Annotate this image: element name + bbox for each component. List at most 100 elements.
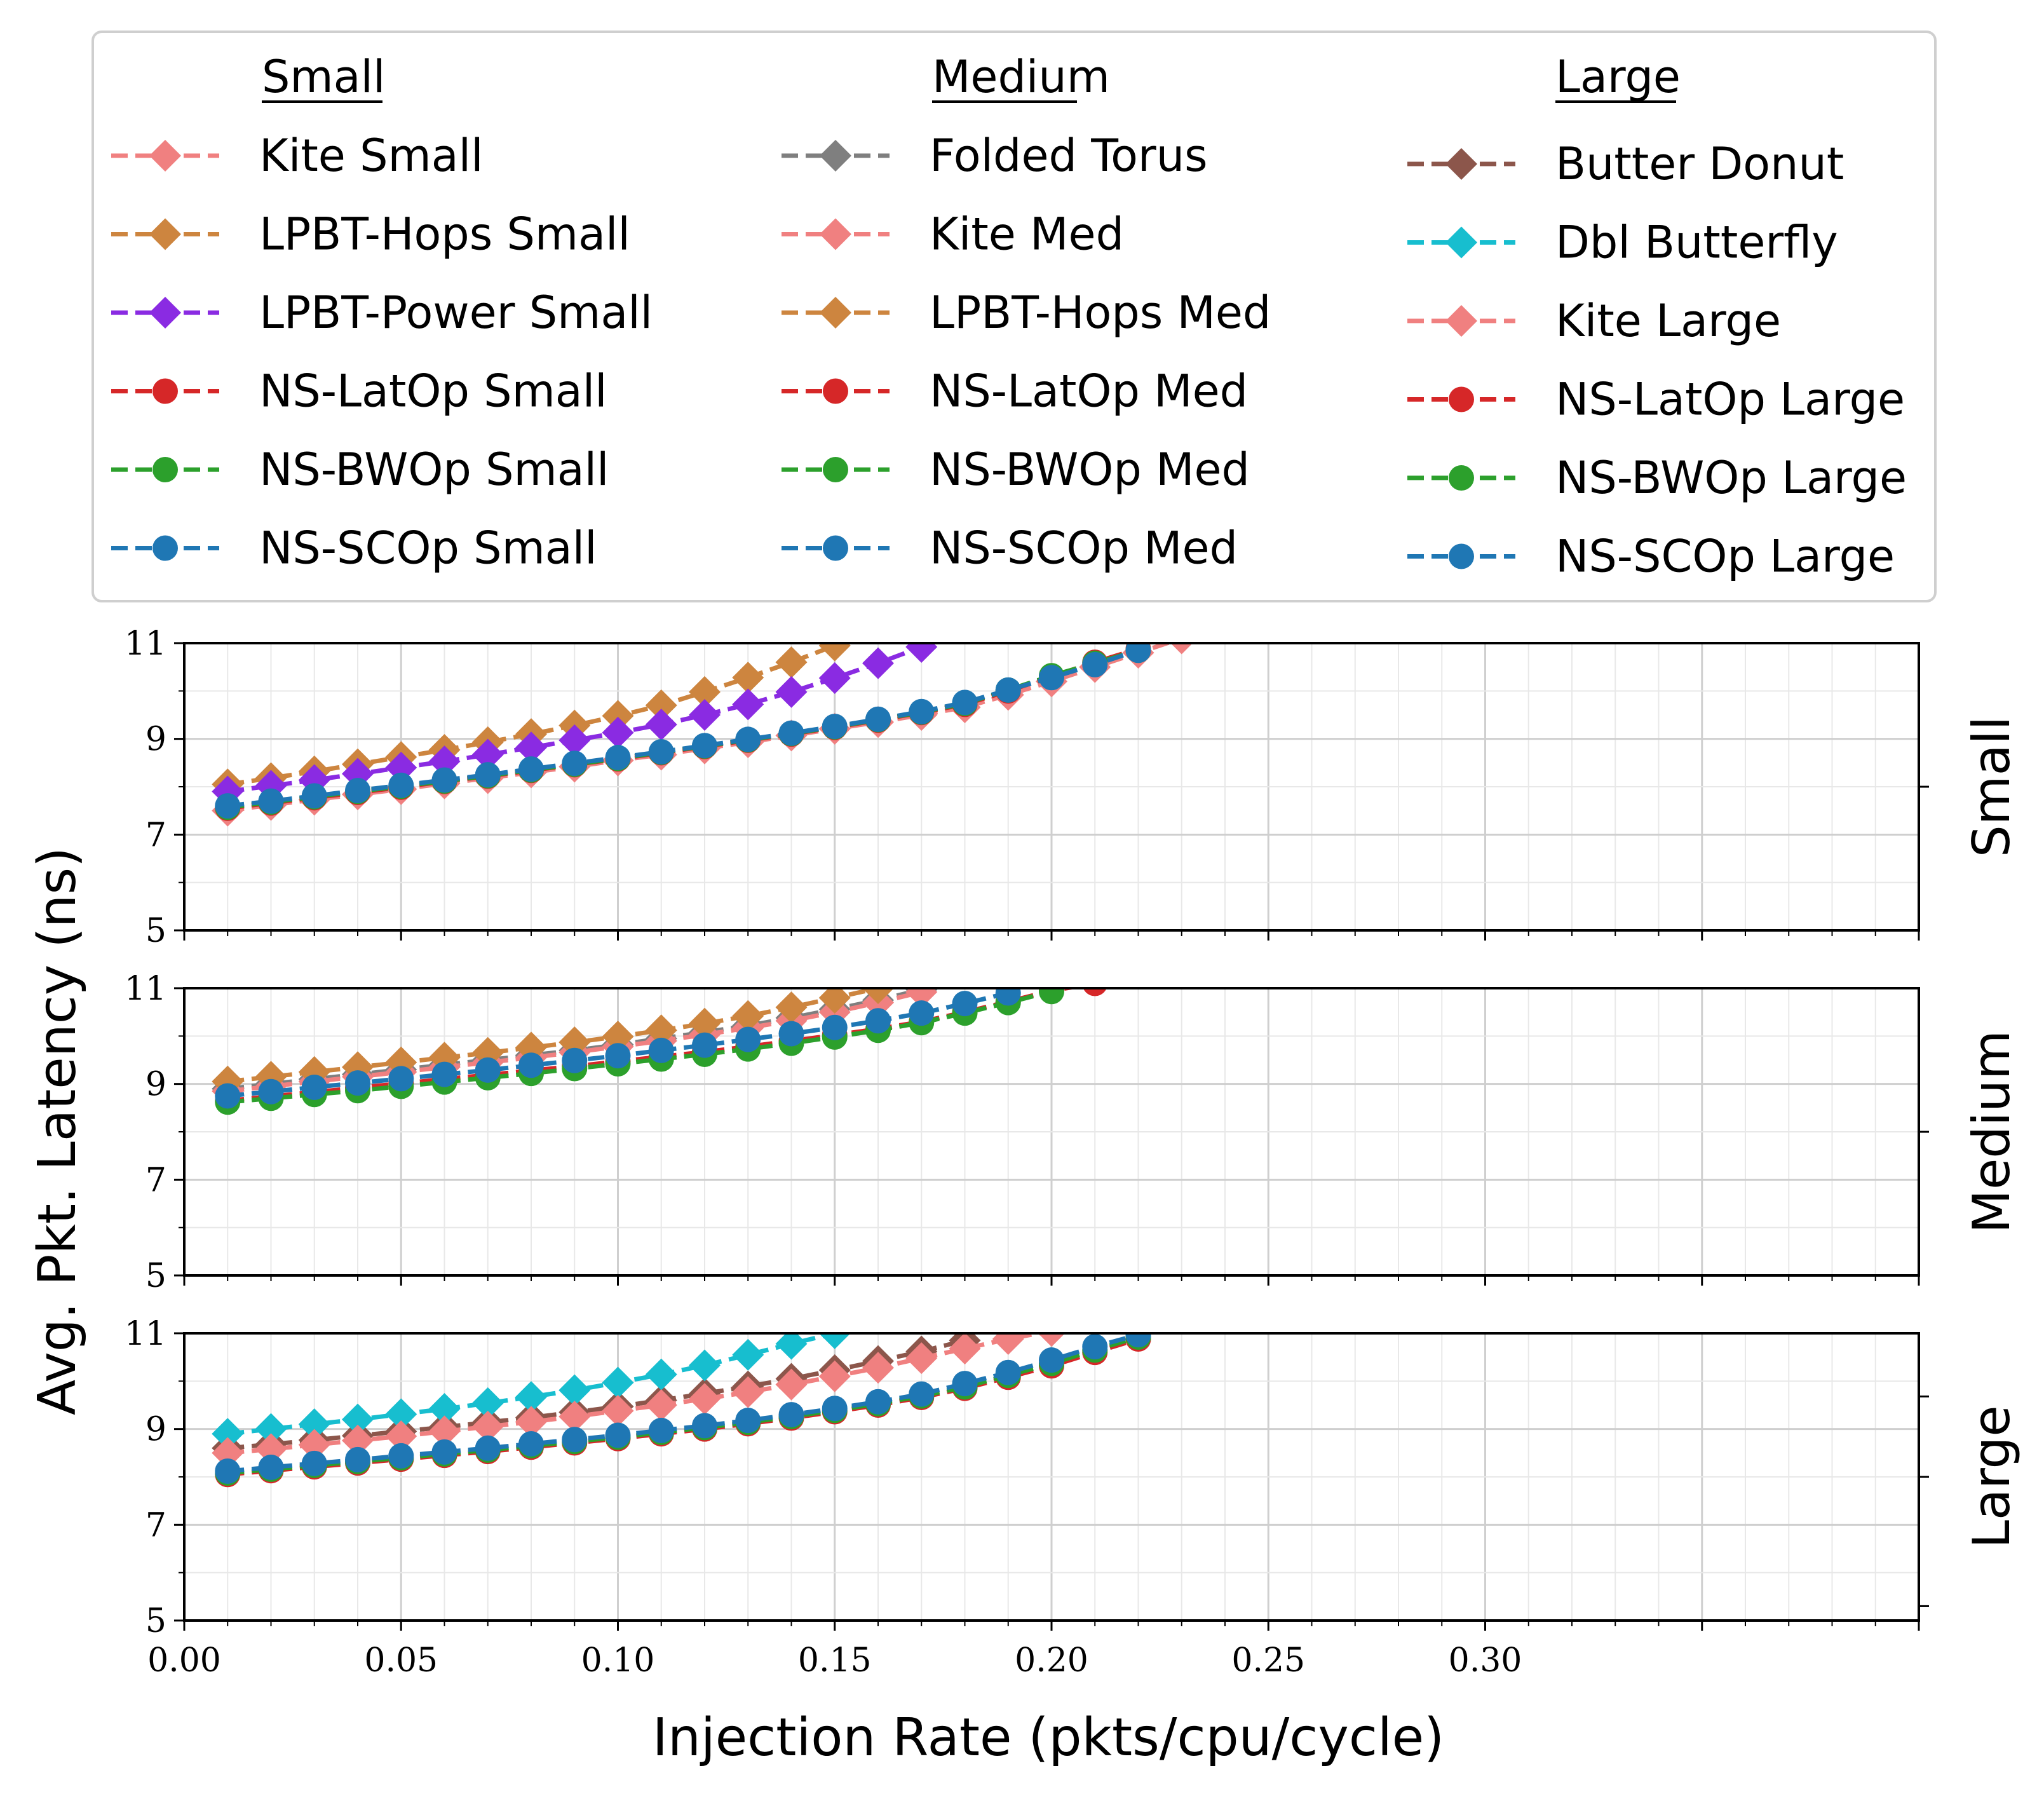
data-point [428, 1393, 461, 1425]
data-point [515, 1406, 547, 1438]
legend-marker-diamond-icon [1445, 226, 1477, 259]
legend-item-butter-donut: Butter Donut [1407, 138, 1844, 190]
data-point [909, 1381, 935, 1407]
legend-item-dbl-butterfly: Dbl Butterfly [1407, 217, 1838, 269]
data-point [692, 1413, 717, 1439]
data-point [822, 1396, 848, 1422]
series-ns-bwop-med [215, 988, 1064, 1115]
data-point [865, 1389, 891, 1415]
legend-marker-diamond-icon [149, 297, 181, 329]
x-tick-label: 0.00 [147, 1641, 221, 1680]
legend-marker-diamond-icon [820, 218, 851, 250]
data-point [212, 1418, 244, 1450]
data-point [645, 1358, 677, 1390]
data-point [689, 1349, 721, 1382]
legend-title-large: Large [1555, 51, 1681, 103]
data-point [558, 724, 591, 756]
data-point [909, 698, 935, 724]
legend-label: NS-LatOp Med [930, 365, 1248, 418]
series-group [212, 643, 1193, 827]
data-point [822, 714, 848, 740]
legend-item-lpbt-hops-small: LPBT-Hops Small [111, 208, 630, 261]
data-point [1125, 643, 1151, 663]
series-group [212, 1333, 1151, 1488]
panel-label: Large [1962, 1405, 2021, 1548]
x-axis-label: Injection Rate (pkts/cpu/cycle) [653, 1708, 1444, 1768]
data-point [605, 1043, 631, 1069]
data-point [949, 1333, 981, 1365]
data-point [605, 1422, 631, 1448]
data-point [562, 1047, 588, 1073]
series-line [227, 648, 1139, 808]
data-point [1039, 665, 1064, 691]
legend-marker-circle-icon [152, 457, 178, 482]
data-point [775, 1368, 808, 1401]
legend-item-ns-bwop-med: NS-BWOp Med [782, 444, 1250, 496]
legend-title-medium: Medium [932, 51, 1110, 103]
data-point [645, 1014, 677, 1047]
data-point [215, 1083, 241, 1109]
legend-item-ns-scop-large: NS-SCOp Large [1407, 531, 1895, 583]
data-point [301, 1074, 327, 1100]
x-tick-label: 0.05 [364, 1641, 438, 1680]
grid [183, 987, 1920, 1277]
data-point [471, 1410, 504, 1443]
data-point [1039, 1347, 1064, 1373]
data-point [515, 1381, 547, 1413]
legend: Small Kite Small LPBT-Hops Small LPBT-Power… [111, 51, 1907, 583]
data-point [258, 788, 284, 814]
y-tick-label: 5 [146, 912, 166, 950]
legend-item-ns-bwop-large: NS-BWOp Large [1407, 452, 1907, 504]
data-point [952, 1371, 978, 1397]
panel-medium: 5 7 9 11 Medium [125, 970, 2021, 1295]
y-tick-label: 7 [146, 1506, 166, 1544]
data-point [818, 1360, 851, 1392]
data-point [689, 676, 721, 708]
data-point [1082, 1334, 1108, 1360]
legend-marker-circle-icon [152, 378, 178, 404]
x-tick-label: 0.30 [1449, 1641, 1522, 1680]
data-point [995, 677, 1021, 703]
legend-item-kite-small: Kite Small [111, 130, 484, 182]
data-point [301, 783, 327, 809]
data-point [732, 688, 764, 721]
legend-item-ns-latop-large: NS-LatOp Large [1407, 374, 1905, 426]
data-point [732, 1376, 764, 1408]
data-point [515, 731, 547, 764]
data-point [345, 778, 370, 804]
data-point [475, 762, 501, 788]
data-point [388, 1066, 414, 1092]
data-point [775, 991, 808, 1024]
legend-label: Butter Donut [1555, 138, 1844, 190]
data-point [905, 988, 938, 1009]
legend-marker-diamond-icon [820, 140, 851, 172]
legend-label: Kite Small [259, 130, 484, 182]
series-ns-scop-med [215, 988, 1021, 1109]
legend-item-kite-med: Kite Med [782, 208, 1124, 261]
legend-marker-diamond-icon [1445, 305, 1477, 337]
legend-marker-circle-icon [823, 378, 848, 404]
data-point [778, 720, 804, 746]
legend-marker-diamond-icon [149, 140, 181, 172]
y-tick-label: 5 [146, 1257, 166, 1295]
data-point [428, 1415, 461, 1448]
data-point [689, 1007, 721, 1040]
series-ns-scop-large [215, 1333, 1151, 1484]
data-point [518, 1431, 544, 1457]
legend-label: Kite Med [930, 208, 1124, 261]
data-point [1038, 1333, 1066, 1347]
y-tick-label: 7 [146, 816, 166, 854]
data-point [258, 1078, 284, 1104]
data-point [648, 1037, 674, 1063]
data-point [1125, 1333, 1151, 1348]
data-point [342, 1403, 374, 1436]
data-point [732, 1338, 764, 1371]
data-point [602, 1366, 634, 1399]
data-point [215, 793, 241, 819]
data-point [992, 1333, 1024, 1356]
y-tick-label: 9 [146, 721, 166, 759]
data-point [602, 1395, 634, 1427]
data-point [862, 1352, 894, 1384]
legend-item-kite-large: Kite Large [1407, 295, 1781, 347]
data-point [388, 772, 414, 798]
